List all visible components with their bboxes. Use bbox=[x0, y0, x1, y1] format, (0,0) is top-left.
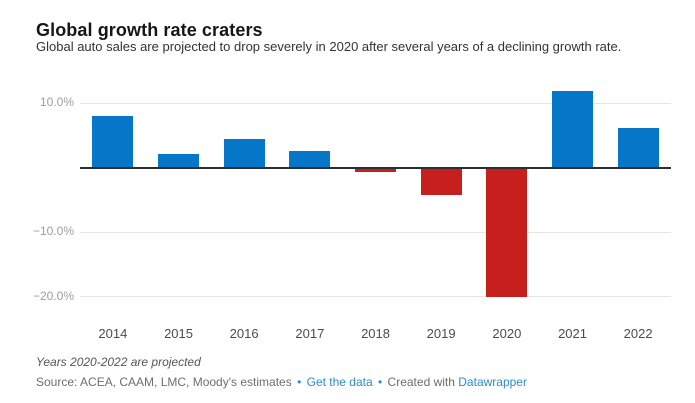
x-axis-label-2015: 2015 bbox=[164, 326, 193, 341]
separator-dot: • bbox=[297, 375, 302, 389]
created-with-text: Created with bbox=[387, 375, 455, 389]
chart-footnote: Years 2020-2022 are projected bbox=[36, 355, 201, 369]
x-axis-label-2018: 2018 bbox=[361, 326, 390, 341]
y-gridline--10 bbox=[80, 231, 671, 233]
source-text: Source: ACEA, CAAM, LMC, Moody's estimat… bbox=[36, 375, 292, 389]
datawrapper-link[interactable]: Datawrapper bbox=[458, 375, 527, 389]
chart-title: Global growth rate craters bbox=[36, 20, 263, 41]
bar-2016[interactable] bbox=[223, 138, 265, 168]
bar-2014[interactable] bbox=[92, 115, 134, 168]
bar-2019[interactable] bbox=[420, 167, 462, 196]
y-gridline-10 bbox=[80, 102, 671, 104]
zero-baseline bbox=[80, 166, 671, 169]
bar-2018[interactable] bbox=[355, 167, 396, 172]
y-axis-label--20: −20.0% bbox=[32, 288, 74, 303]
bar-2022[interactable] bbox=[617, 128, 659, 168]
get-the-data-link[interactable]: Get the data bbox=[306, 375, 373, 389]
x-axis-label-2022: 2022 bbox=[623, 326, 653, 341]
x-axis-label-2019: 2019 bbox=[426, 326, 456, 341]
x-axis-label-2014: 2014 bbox=[98, 326, 128, 341]
bar-2020[interactable] bbox=[486, 167, 528, 297]
separator-dot: • bbox=[378, 375, 383, 389]
x-axis-label-2017: 2017 bbox=[295, 326, 325, 341]
x-axis-label-2016: 2016 bbox=[229, 326, 259, 341]
chart-subtitle: Global auto sales are projected to drop … bbox=[36, 39, 622, 54]
x-axis-label-2021: 2021 bbox=[558, 326, 587, 341]
y-axis-label-10: 10.0% bbox=[39, 95, 74, 109]
y-axis-label--10: −10.0% bbox=[32, 224, 74, 238]
x-axis-label-2020: 2020 bbox=[492, 326, 522, 341]
source-line: Source: ACEA, CAAM, LMC, Moody's estimat… bbox=[36, 375, 527, 389]
bar-2015[interactable] bbox=[158, 154, 199, 168]
bar-2017[interactable] bbox=[289, 151, 331, 168]
bar-2021[interactable] bbox=[552, 91, 593, 168]
y-gridline--20 bbox=[80, 296, 671, 297]
